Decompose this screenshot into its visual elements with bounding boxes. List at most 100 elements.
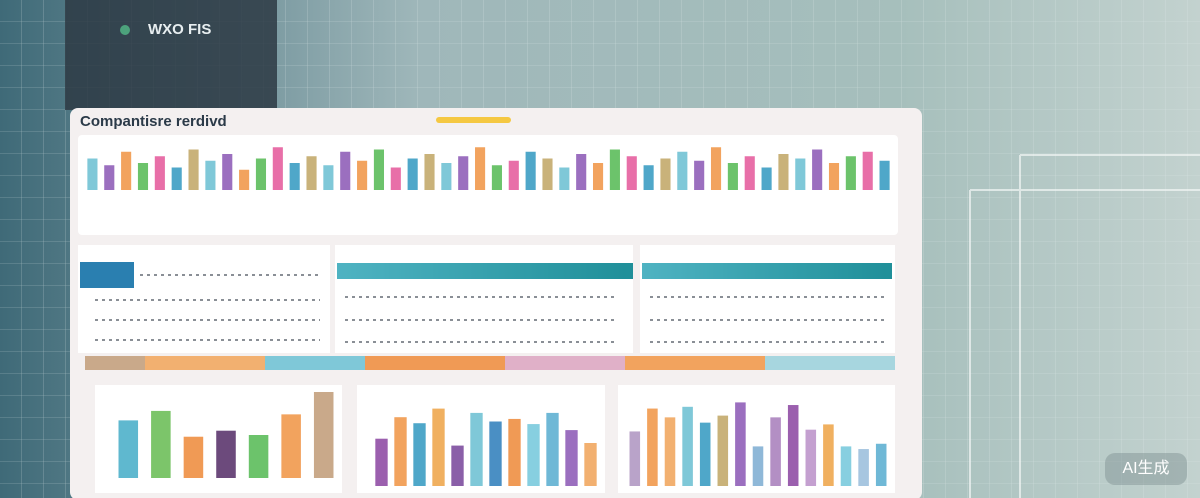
bar xyxy=(171,167,182,190)
bar xyxy=(137,163,149,190)
bar xyxy=(216,430,236,478)
strip-segment xyxy=(765,356,895,370)
bar xyxy=(340,151,351,190)
bar xyxy=(752,446,764,486)
dark-window xyxy=(65,0,277,110)
bar xyxy=(629,431,641,486)
bar xyxy=(710,147,722,190)
frame-lines xyxy=(969,154,1200,498)
bar xyxy=(313,392,334,478)
bar xyxy=(373,149,385,190)
bar xyxy=(248,435,269,478)
watermark-badge xyxy=(1105,453,1187,485)
bar xyxy=(576,154,587,190)
bar xyxy=(735,402,746,486)
bar xyxy=(475,147,486,190)
watermark: AI生成 xyxy=(1122,459,1169,477)
bar xyxy=(525,151,536,190)
bar xyxy=(862,151,873,190)
bar xyxy=(542,158,553,190)
bar xyxy=(451,445,464,486)
strip-segment xyxy=(85,356,145,370)
indicator xyxy=(120,25,130,35)
bar xyxy=(795,158,806,190)
bar xyxy=(778,154,789,190)
bar xyxy=(413,423,426,486)
bar xyxy=(390,167,401,190)
bar xyxy=(828,163,840,190)
bar xyxy=(584,443,597,486)
bar xyxy=(289,163,300,190)
window-title: WXO FIS xyxy=(148,21,211,38)
bar xyxy=(375,438,388,486)
bar xyxy=(717,415,729,486)
bar xyxy=(121,151,132,190)
bar xyxy=(664,417,676,486)
bar xyxy=(875,443,887,486)
bar xyxy=(151,410,171,478)
bar xyxy=(805,429,817,486)
bar xyxy=(424,154,435,190)
bar xyxy=(682,406,693,486)
bar xyxy=(626,156,637,190)
strip-segment xyxy=(505,356,625,370)
bar xyxy=(699,422,711,486)
bar xyxy=(787,405,799,486)
bar xyxy=(118,420,139,478)
bar xyxy=(812,149,823,190)
bar xyxy=(255,158,267,190)
bar xyxy=(407,158,418,190)
bar xyxy=(823,424,834,486)
table-header xyxy=(642,263,892,279)
bar xyxy=(489,421,502,486)
bar xyxy=(104,165,115,190)
bar xyxy=(239,169,250,190)
bar xyxy=(546,412,559,486)
table-cards xyxy=(78,245,895,353)
bar xyxy=(770,417,781,486)
bar xyxy=(727,163,738,190)
bar xyxy=(491,165,502,190)
bar xyxy=(677,151,688,190)
bar xyxy=(609,149,620,190)
bar xyxy=(879,160,890,190)
color-strip xyxy=(85,356,895,370)
bar xyxy=(281,414,301,478)
bar xyxy=(394,417,407,486)
bar xyxy=(858,449,869,486)
bar xyxy=(559,167,570,190)
bar xyxy=(508,418,521,486)
dashboard-title: Compantisre rerdivd xyxy=(80,113,227,130)
bar xyxy=(845,156,856,190)
bar xyxy=(508,160,519,190)
bar xyxy=(205,160,216,190)
bar xyxy=(188,149,199,190)
bar xyxy=(154,156,165,190)
bar xyxy=(222,154,233,190)
row-lines xyxy=(345,296,615,343)
status-bar xyxy=(436,117,511,123)
bar xyxy=(458,156,469,190)
table-header xyxy=(337,263,633,279)
bar xyxy=(694,160,705,190)
table-card xyxy=(335,245,633,353)
bar xyxy=(592,163,604,190)
bar xyxy=(357,160,368,190)
strip-segment xyxy=(145,356,265,370)
strip-segment xyxy=(365,356,505,370)
bar xyxy=(470,412,483,486)
bar xyxy=(527,424,540,486)
strip-segment xyxy=(265,356,365,370)
bar xyxy=(744,156,755,190)
bar xyxy=(565,430,578,486)
bar xyxy=(432,408,445,486)
table-rows xyxy=(95,274,885,343)
bar xyxy=(87,158,98,190)
table-header xyxy=(80,262,134,288)
bar xyxy=(660,158,671,190)
table-card xyxy=(640,245,895,353)
bar xyxy=(441,163,452,190)
top-chart-card xyxy=(78,135,898,235)
